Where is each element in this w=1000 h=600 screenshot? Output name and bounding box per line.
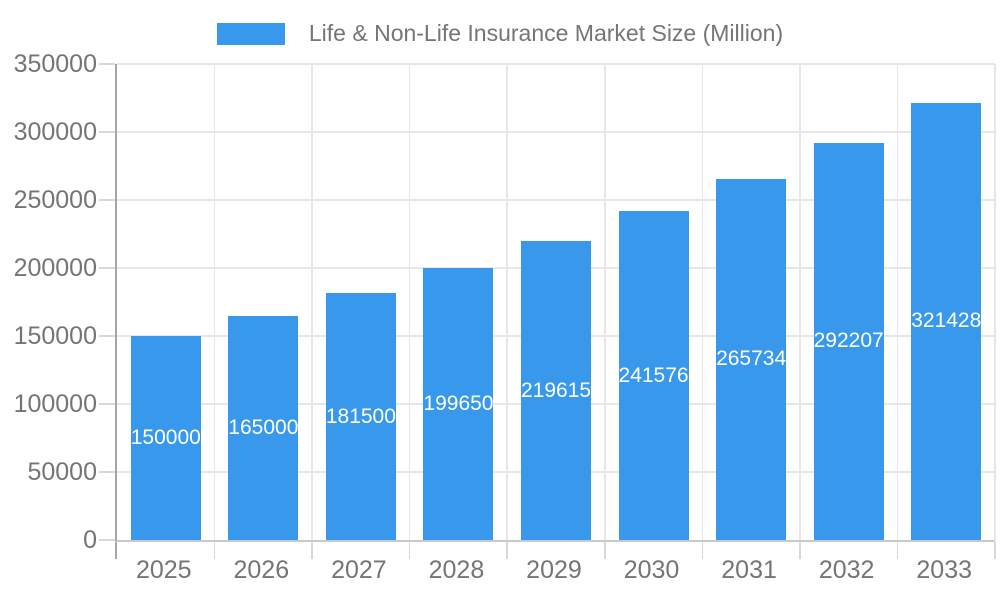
y-axis-tick-label: 0 xyxy=(83,526,97,554)
vertical-gridline xyxy=(213,64,216,540)
bar-value-label: 199650 xyxy=(423,392,494,416)
x-axis-tick-label: 2027 xyxy=(331,556,387,584)
y-axis-tick xyxy=(99,335,115,337)
vertical-gridline xyxy=(408,64,411,540)
x-axis: 2025 2026 2027 2028 2029 2030 2031 2032 2033 xyxy=(115,554,993,586)
bar[interactable]: 321428 xyxy=(911,102,982,540)
y-axis-tick xyxy=(99,471,115,473)
x-axis-tick xyxy=(115,542,117,559)
y-axis-tick xyxy=(99,199,115,201)
bar-value-label: 321428 xyxy=(911,309,982,333)
y-axis-tick-label: 350000 xyxy=(13,50,97,78)
y-axis-tick xyxy=(99,539,115,541)
vertical-gridline xyxy=(701,64,704,540)
x-axis-tick-label: 2031 xyxy=(721,556,777,584)
x-axis-tick xyxy=(213,542,216,559)
bar[interactable]: 219615 xyxy=(521,241,591,540)
bar-value-label: 150000 xyxy=(130,426,201,449)
bar[interactable]: 241576 xyxy=(618,211,689,540)
bar-value-label: 292207 xyxy=(813,329,884,353)
vertical-gridline xyxy=(994,64,996,540)
y-axis-tick-label: 100000 xyxy=(13,390,97,418)
y-axis-tick xyxy=(99,267,115,269)
horizontal-gridline xyxy=(117,199,995,201)
y-axis-tick-label: 250000 xyxy=(13,186,97,214)
vertical-gridline xyxy=(604,64,606,540)
y-axis: 0 50000 100000 150000 200000 250000 300000 3500… xyxy=(0,0,97,600)
y-axis-tick xyxy=(99,403,115,405)
bar-value-label: 219615 xyxy=(521,378,591,402)
y-axis-tick-label: 50000 xyxy=(27,458,97,486)
legend-swatch xyxy=(216,22,285,45)
chart-legend[interactable]: Life & Non-Life Insurance Market Size (M… xyxy=(0,20,1000,47)
x-axis-tick xyxy=(604,542,606,559)
x-axis-tick-label: 2033 xyxy=(916,556,973,584)
y-axis-tick-label: 150000 xyxy=(13,322,97,350)
horizontal-gridline xyxy=(117,131,995,133)
bar[interactable]: 292207 xyxy=(813,142,884,540)
bar[interactable]: 165000 xyxy=(228,315,299,540)
x-axis-tick-label: 2028 xyxy=(428,556,485,584)
x-axis-tick-label: 2030 xyxy=(623,556,680,584)
horizontal-gridline xyxy=(117,63,995,65)
bar-value-label: 265734 xyxy=(716,347,787,371)
x-axis-tick xyxy=(311,542,313,559)
plot-area: 150000 165000 181500 199650 219615 241576 2657… xyxy=(99,63,996,559)
x-axis-tick xyxy=(896,542,899,559)
vertical-gridline xyxy=(506,64,508,540)
bar-value-label: 181500 xyxy=(325,404,396,428)
bar[interactable]: 199650 xyxy=(423,268,494,540)
bar-value-label: 241576 xyxy=(618,363,689,387)
vertical-gridline xyxy=(799,64,801,540)
y-axis-tick-label: 200000 xyxy=(13,254,97,282)
legend-label: Life & Non-Life Insurance Market Size (M… xyxy=(308,20,784,46)
vertical-gridline xyxy=(311,64,313,540)
x-axis-tick xyxy=(799,542,801,559)
bar-value-label: 165000 xyxy=(228,415,299,439)
vertical-gridline xyxy=(896,64,899,540)
x-axis-tick-label: 2029 xyxy=(526,556,582,584)
x-axis-tick-label: 2026 xyxy=(233,556,290,584)
x-axis-tick xyxy=(506,542,508,559)
y-axis-tick-label: 300000 xyxy=(13,118,97,146)
x-axis-tick xyxy=(994,542,996,559)
bar[interactable]: 265734 xyxy=(716,178,787,540)
bar[interactable]: 181500 xyxy=(325,293,396,540)
y-axis-tick xyxy=(99,63,115,65)
bar[interactable]: 150000 xyxy=(130,336,201,540)
x-axis-tick xyxy=(408,542,411,559)
x-axis-tick-label: 2032 xyxy=(818,556,875,584)
y-axis-tick xyxy=(99,131,115,133)
x-axis-tick xyxy=(701,542,704,559)
x-axis-tick-label: 2025 xyxy=(135,556,192,584)
